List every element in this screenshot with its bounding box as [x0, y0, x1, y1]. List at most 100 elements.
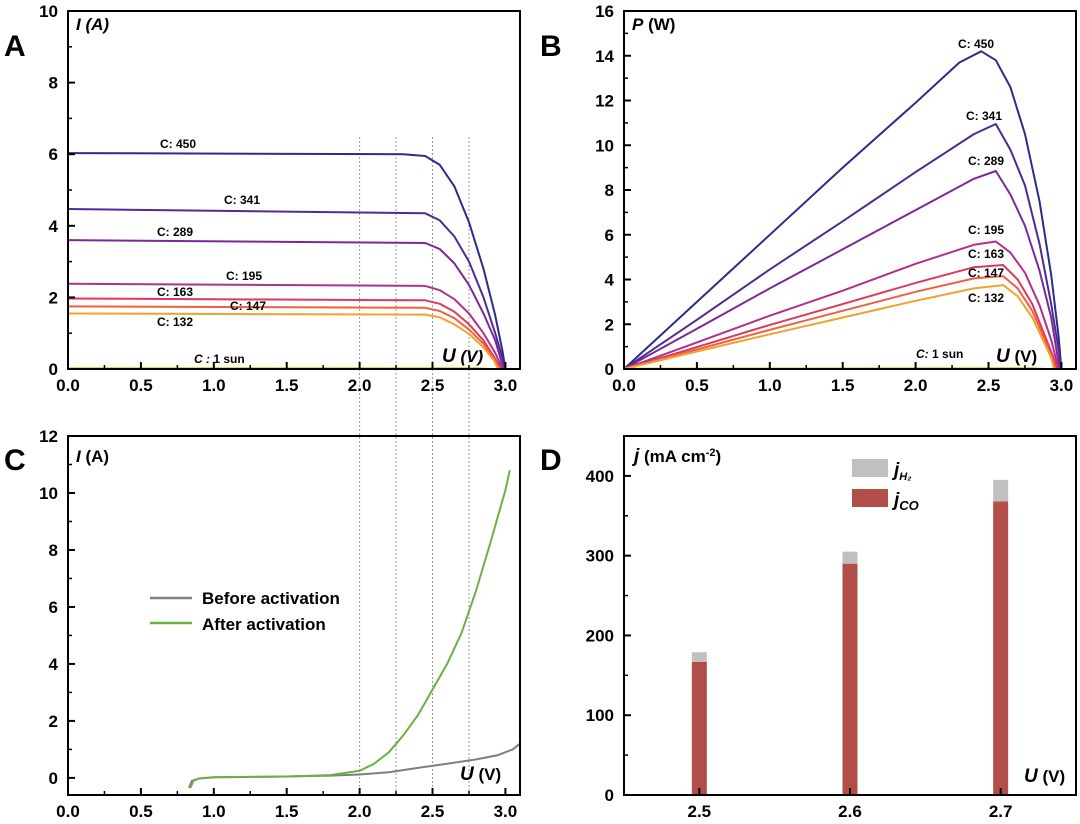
- x-tick-label: 1.5: [275, 802, 299, 821]
- bar-jH2-2.6: [842, 551, 858, 564]
- y-tick-label: 10: [39, 2, 58, 21]
- series-line-0: [67, 152, 507, 370]
- panel-a-label-163: C: 163: [157, 285, 193, 299]
- legend-jh2-label: jH₂: [891, 460, 911, 483]
- panel-letter-d: D: [540, 444, 562, 477]
- panel-c-frame: [67, 435, 521, 796]
- legend-before-label: Before activation: [202, 589, 340, 608]
- series-line-3: [67, 282, 504, 370]
- panel-a-label-147: C: 147: [230, 299, 266, 313]
- y-tick-label: 0: [605, 786, 614, 805]
- panel-d-bars: [691, 479, 1009, 795]
- legend-jh2-swatch: [852, 459, 888, 477]
- panel-c-legend: Before activation After activation: [150, 589, 340, 634]
- legend-jco-label: jCO: [891, 490, 919, 513]
- x-tick-label: 2.0: [348, 802, 372, 821]
- legend-after-label: After activation: [202, 615, 326, 634]
- x-tick-label: 1.5: [275, 376, 299, 395]
- x-tick-label: 2.6: [838, 802, 862, 821]
- series-line-0: [623, 50, 1063, 370]
- panel-c-y-axis-title: I (A): [76, 447, 109, 466]
- x-tick-label: 2.0: [348, 376, 372, 395]
- y-tick-label: 4: [49, 217, 59, 236]
- bar-jH2-2.7: [993, 479, 1009, 502]
- panel-b-x-ticks: 0.0 0.5 1.0 1.5 2.0 2.5 3.0: [612, 362, 1073, 395]
- x-tick-label: 2.5: [421, 802, 445, 821]
- x-tick-label: 0.5: [685, 376, 709, 395]
- panel-a: A 0.0 0.5 1.0 1.5 2.0 2.5 3.0 0 2 4 6 8 10 I (A) U …: [4, 2, 521, 795]
- panel-b-label-341: C: 341: [966, 109, 1002, 123]
- x-tick-label: 2.5: [421, 376, 445, 395]
- panel-b-label-450: C: 450: [958, 37, 994, 51]
- panel-d-x-ticks: 2.5 2.6 2.7: [688, 788, 1013, 821]
- x-tick-label: 3.0: [494, 802, 518, 821]
- x-tick-label: 1.0: [202, 802, 226, 821]
- bar-jCO-2.5: [691, 661, 707, 795]
- y-tick-label: 400: [586, 467, 614, 486]
- panel-a-label-341: C: 341: [224, 193, 260, 207]
- panel-a-y-axis-title: I (A): [76, 15, 109, 34]
- y-tick-label: 10: [39, 484, 58, 503]
- panel-d-legend: jH₂ jCO: [852, 459, 919, 513]
- x-tick-label: 0.0: [612, 376, 636, 395]
- panel-d-x-axis-title: U (V): [1024, 766, 1065, 787]
- x-tick-label: 2.0: [904, 376, 928, 395]
- x-tick-label: 0.5: [129, 802, 153, 821]
- panel-a-label-1sun: C : 1 sun: [194, 352, 245, 366]
- series-line-6: [623, 284, 1056, 370]
- series-line-5: [67, 305, 501, 370]
- y-tick-label: 4: [605, 271, 615, 290]
- y-tick-label: 8: [605, 181, 614, 200]
- series-line-2: [623, 170, 1061, 370]
- y-tick-label: 300: [586, 547, 614, 566]
- series-line-1: [67, 208, 507, 370]
- series-line-3: [623, 240, 1060, 370]
- bar-jH2-2.5: [691, 652, 707, 662]
- y-tick-label: 16: [595, 2, 614, 21]
- x-tick-label: 0.5: [129, 376, 153, 395]
- panel-a-x-axis-title: U (V): [442, 346, 483, 367]
- y-tick-label: 200: [586, 626, 614, 645]
- x-tick-label: 3.0: [494, 376, 518, 395]
- panel-b-label-1sun: C: 1 sun: [916, 347, 963, 361]
- y-tick-label: 2: [49, 712, 58, 731]
- panel-b-y-axis-title: P (W): [632, 15, 675, 34]
- bar-jCO-2.7: [993, 501, 1009, 795]
- panel-b-label-289: C: 289: [968, 154, 1004, 168]
- panel-letter-a: A: [4, 30, 26, 63]
- y-tick-label: 6: [49, 598, 58, 617]
- y-tick-label: 12: [595, 92, 614, 111]
- y-tick-label: 6: [605, 226, 614, 245]
- panel-d-y-axis-title: j (mA cm-2): [631, 446, 721, 467]
- y-tick-label: 2: [605, 315, 614, 334]
- panel-b-label-195: C: 195: [968, 223, 1004, 237]
- panel-c-x-axis-title: U (V): [460, 764, 501, 785]
- panel-b-label-147: C: 147: [968, 266, 1004, 280]
- x-tick-label: 0.0: [56, 802, 80, 821]
- panel-d-y-ticks: 0 100 200 300 400: [586, 467, 631, 805]
- x-tick-label: 3.0: [1050, 376, 1074, 395]
- bar-jCO-2.6: [842, 563, 858, 795]
- panel-a-series: [67, 152, 507, 370]
- y-tick-label: 0: [49, 769, 58, 788]
- y-tick-label: 8: [49, 541, 58, 560]
- panel-b-x-axis-title: U (V): [996, 346, 1037, 367]
- panel-b-series: [623, 50, 1063, 370]
- panel-c-y-ticks: 0 2 4 6 8 10 12: [39, 427, 75, 788]
- y-tick-label: 10: [595, 136, 614, 155]
- y-tick-label: 14: [595, 47, 614, 66]
- x-tick-label: 1.0: [758, 376, 782, 395]
- panel-b-y-ticks: 0 2 4 6 8 10 12 14 16: [595, 2, 631, 379]
- y-tick-label: 4: [49, 655, 59, 674]
- series-line-2: [67, 239, 505, 370]
- y-tick-label: 2: [49, 288, 58, 307]
- panel-a-y-ticks: 0 2 4 6 8 10: [39, 2, 75, 379]
- x-tick-label: 2.7: [989, 802, 1013, 821]
- panel-a-x-ticks: 0.0 0.5 1.0 1.5 2.0 2.5 3.0: [56, 362, 517, 395]
- panel-d: D 2.5 2.6 2.7 0 100 200 300 400 j (mA cm-2) U …: [540, 435, 1077, 821]
- panel-letter-b: B: [540, 30, 562, 63]
- panel-b: B 0.0 0.5 1.0 1.5 2.0 2.5 3.0 0 2 4 6 8 10 12 14 16 P …: [540, 2, 1077, 395]
- x-tick-label: 0.0: [56, 376, 80, 395]
